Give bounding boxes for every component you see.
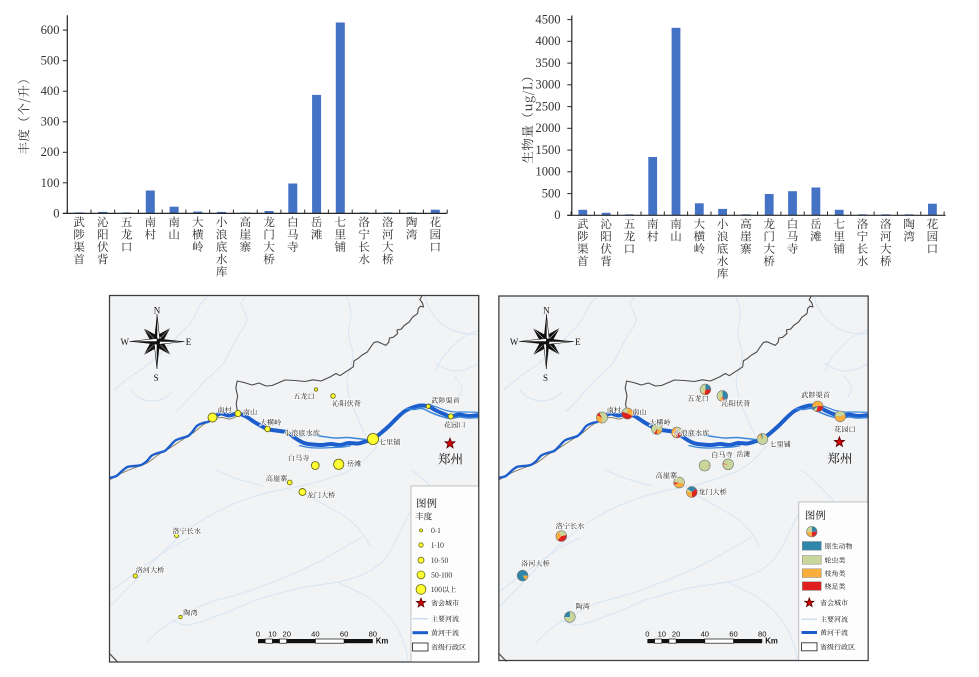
svg-text:300: 300 xyxy=(41,115,60,129)
svg-text:60: 60 xyxy=(340,630,348,639)
svg-text:4000: 4000 xyxy=(535,34,560,48)
svg-text:N: N xyxy=(154,305,161,315)
svg-text:W: W xyxy=(510,337,519,347)
svg-text:0: 0 xyxy=(645,630,649,639)
svg-text:2500: 2500 xyxy=(535,100,560,114)
svg-text:20: 20 xyxy=(672,630,680,639)
svg-text:0: 0 xyxy=(256,630,260,639)
svg-text:2000: 2000 xyxy=(535,121,560,135)
svg-text:10: 10 xyxy=(268,630,276,639)
svg-text:60: 60 xyxy=(729,630,737,639)
svg-text:1500: 1500 xyxy=(535,143,560,157)
svg-text:40: 40 xyxy=(701,630,709,639)
svg-text:3000: 3000 xyxy=(535,78,560,92)
svg-text:80: 80 xyxy=(758,630,766,639)
svg-text:E: E xyxy=(186,337,192,347)
svg-text:E: E xyxy=(575,337,581,347)
svg-text:80: 80 xyxy=(369,630,377,639)
svg-text:100: 100 xyxy=(41,176,60,190)
svg-text:W: W xyxy=(120,337,129,347)
svg-text:Km: Km xyxy=(376,637,389,646)
svg-text:S: S xyxy=(543,373,548,383)
svg-text:500: 500 xyxy=(542,187,561,201)
svg-text:4500: 4500 xyxy=(535,13,560,27)
svg-text:1000: 1000 xyxy=(535,165,560,179)
svg-text:0: 0 xyxy=(53,206,59,220)
svg-text:200: 200 xyxy=(41,145,60,159)
svg-text:400: 400 xyxy=(41,84,60,98)
svg-text:0: 0 xyxy=(554,208,560,222)
svg-text:Km: Km xyxy=(765,637,778,646)
svg-text:3500: 3500 xyxy=(535,56,560,70)
svg-text:40: 40 xyxy=(311,630,319,639)
svg-text:S: S xyxy=(154,373,159,383)
svg-text:500: 500 xyxy=(41,54,60,68)
svg-text:600: 600 xyxy=(41,23,60,37)
svg-text:20: 20 xyxy=(282,630,290,639)
svg-text:10: 10 xyxy=(658,630,666,639)
svg-text:N: N xyxy=(543,305,550,315)
